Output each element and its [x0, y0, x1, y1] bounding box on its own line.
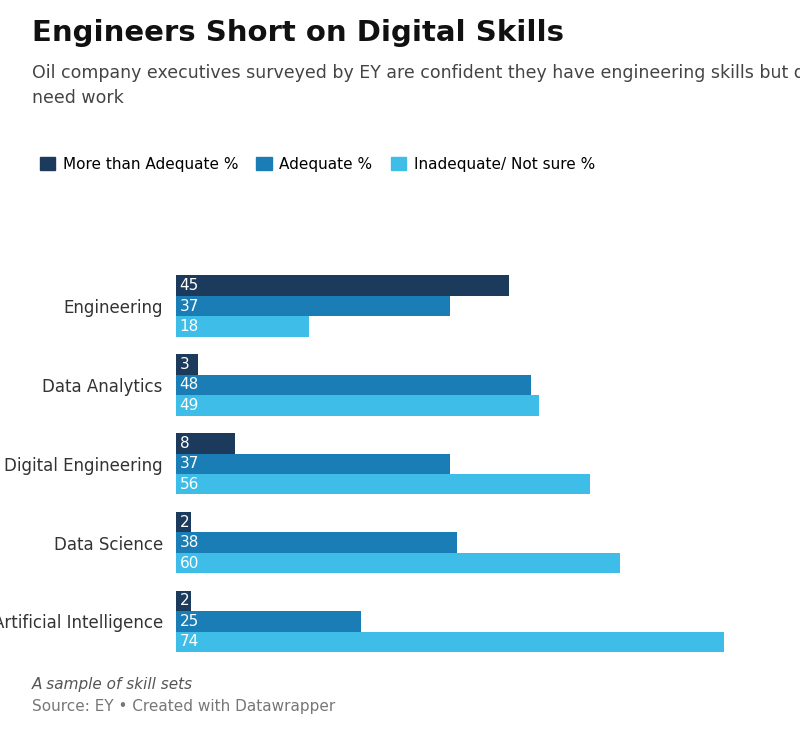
Text: A sample of skill sets: A sample of skill sets — [32, 677, 193, 692]
Bar — [176, 275, 509, 296]
Bar — [176, 533, 458, 553]
Text: 38: 38 — [180, 535, 199, 550]
Text: 37: 37 — [180, 456, 199, 471]
Bar — [176, 553, 620, 573]
Bar — [176, 453, 450, 474]
Text: 74: 74 — [180, 634, 199, 649]
Text: 8: 8 — [180, 436, 190, 451]
Bar — [176, 395, 538, 416]
Text: 37: 37 — [180, 298, 199, 313]
Bar — [176, 375, 531, 395]
Text: Source: EY • Created with Datawrapper: Source: EY • Created with Datawrapper — [32, 699, 335, 714]
Text: 45: 45 — [180, 278, 199, 293]
Legend: More than Adequate %, Adequate %, Inadequate/ Not sure %: More than Adequate %, Adequate %, Inadeq… — [40, 157, 595, 172]
Bar — [176, 316, 310, 337]
Bar — [176, 433, 235, 453]
Text: 25: 25 — [180, 614, 199, 629]
Bar — [176, 355, 198, 375]
Bar — [176, 611, 361, 631]
Text: 49: 49 — [180, 398, 199, 413]
Text: 2: 2 — [180, 515, 190, 530]
Text: Oil company executives surveyed by EY are confident they have engineering skills: Oil company executives surveyed by EY ar… — [32, 64, 800, 106]
Bar — [176, 474, 590, 494]
Bar — [176, 631, 724, 652]
Text: Engineers Short on Digital Skills: Engineers Short on Digital Skills — [32, 19, 564, 46]
Text: 48: 48 — [180, 378, 199, 393]
Text: 2: 2 — [180, 593, 190, 608]
Text: 18: 18 — [180, 319, 199, 334]
Bar — [176, 512, 191, 533]
Text: 3: 3 — [180, 357, 190, 372]
Text: 60: 60 — [180, 556, 199, 571]
Bar — [176, 591, 191, 611]
Bar — [176, 296, 450, 316]
Text: 56: 56 — [180, 476, 199, 491]
